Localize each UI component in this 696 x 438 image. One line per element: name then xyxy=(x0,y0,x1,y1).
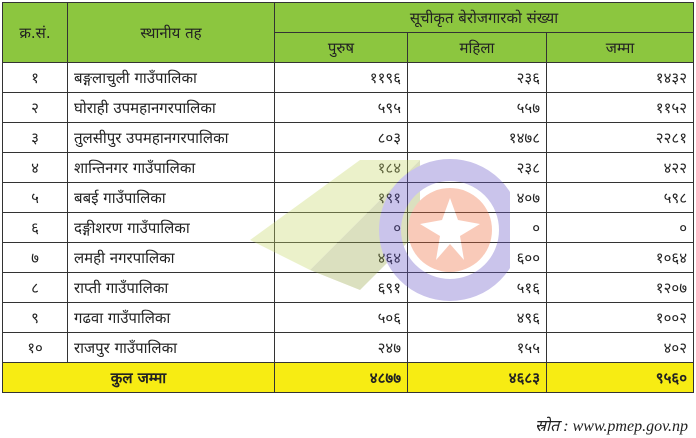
table-row: २ घोराही उपमहानगरपालिका ५९५ ५५७ ११५२ xyxy=(2,92,694,123)
grand-total-female: ४६८३ xyxy=(407,362,547,393)
row-total: ४०२ xyxy=(546,332,694,363)
row-sn: ७ xyxy=(2,242,68,273)
row-local-level: राप्ती गाउँपालिका xyxy=(67,272,275,303)
header-local-level: स्थानीय तह xyxy=(67,2,275,63)
row-local-level: गढवा गाउँपालिका xyxy=(67,302,275,333)
row-sn: ३ xyxy=(2,122,68,153)
row-male: २४७ xyxy=(274,332,408,363)
grand-total-male: ४८७७ xyxy=(274,362,408,393)
table-row: ३ तुलसीपुर उपमहानगरपालिका ८०३ १४७८ २२८१ xyxy=(2,122,694,153)
row-male: ११९६ xyxy=(274,62,408,93)
row-total: १४३२ xyxy=(546,62,694,93)
row-total: २२८१ xyxy=(546,122,694,153)
row-male: १९१ xyxy=(274,182,408,213)
row-total: ११५२ xyxy=(546,92,694,123)
grand-total-label: कुल जम्मा xyxy=(2,362,275,393)
row-male: १८४ xyxy=(274,152,408,183)
table-row: ७ लमही नगरपालिका ४६४ ६०० १०६४ xyxy=(2,242,694,273)
header-sn: क्र.सं. xyxy=(2,2,68,63)
row-female: ५१६ xyxy=(407,272,547,303)
row-female: २३८ xyxy=(407,152,547,183)
table-row: ४ शान्तिनगर गाउँपालिका १८४ २३८ ४२२ xyxy=(2,152,694,183)
row-local-level: बबई गाउँपालिका xyxy=(67,182,275,213)
row-local-level: शान्तिनगर गाउँपालिका xyxy=(67,152,275,183)
table-row: ६ दङ्गीशरण गाउँपालिका ० ० ० xyxy=(2,212,694,243)
grand-total-total: ९५६० xyxy=(546,362,694,393)
row-sn: २ xyxy=(2,92,68,123)
row-female: १४७८ xyxy=(407,122,547,153)
unemployment-table: क्र.सं. स्थानीय तह सूचीकृत बेरोजगारको सं… xyxy=(2,2,694,393)
row-female: १५५ xyxy=(407,332,547,363)
grand-total-row: कुल जम्मा ४८७७ ४६८३ ९५६० xyxy=(2,362,694,393)
header-male: पुरुष xyxy=(274,32,408,63)
row-local-level: राजपुर गाउँपालिका xyxy=(67,332,275,363)
row-total: १००२ xyxy=(546,302,694,333)
row-total: ५९८ xyxy=(546,182,694,213)
row-total: १०६४ xyxy=(546,242,694,273)
row-female: ० xyxy=(407,212,547,243)
row-female: २३६ xyxy=(407,62,547,93)
row-male: ५०६ xyxy=(274,302,408,333)
row-local-level: घोराही उपमहानगरपालिका xyxy=(67,92,275,123)
row-male: ५९५ xyxy=(274,92,408,123)
row-sn: ५ xyxy=(2,182,68,213)
source-note: स्रोत : www.pmep.gov.np xyxy=(535,418,688,435)
row-sn: ९ xyxy=(2,302,68,333)
row-sn: ८ xyxy=(2,272,68,303)
row-male: ८०३ xyxy=(274,122,408,153)
table-row: ८ राप्ती गाउँपालिका ६९१ ५१६ १२०७ xyxy=(2,272,694,303)
row-sn: ६ xyxy=(2,212,68,243)
row-male: ४६४ xyxy=(274,242,408,273)
row-local-level: बङ्गलाचुली गाउँपालिका xyxy=(67,62,275,93)
row-sn: १० xyxy=(2,332,68,363)
row-total: ४२२ xyxy=(546,152,694,183)
header-female: महिला xyxy=(407,32,547,63)
row-local-level: दङ्गीशरण गाउँपालिका xyxy=(67,212,275,243)
row-sn: ४ xyxy=(2,152,68,183)
row-female: ४९६ xyxy=(407,302,547,333)
row-sn: १ xyxy=(2,62,68,93)
row-local-level: लमही नगरपालिका xyxy=(67,242,275,273)
row-total: १२०७ xyxy=(546,272,694,303)
row-male: ० xyxy=(274,212,408,243)
table-row: ९ गढवा गाउँपालिका ५०६ ४९६ १००२ xyxy=(2,302,694,333)
row-female: ६०० xyxy=(407,242,547,273)
row-female: ४०७ xyxy=(407,182,547,213)
header-group: सूचीकृत बेरोजगारको संख्या xyxy=(274,2,694,33)
table-row: १ बङ्गलाचुली गाउँपालिका ११९६ २३६ १४३२ xyxy=(2,62,694,93)
row-total: ० xyxy=(546,212,694,243)
row-female: ५५७ xyxy=(407,92,547,123)
row-male: ६९१ xyxy=(274,272,408,303)
table-row: ५ बबई गाउँपालिका १९१ ४०७ ५९८ xyxy=(2,182,694,213)
header-total: जम्मा xyxy=(546,32,694,63)
table-row: १० राजपुर गाउँपालिका २४७ १५५ ४०२ xyxy=(2,332,694,363)
row-local-level: तुलसीपुर उपमहानगरपालिका xyxy=(67,122,275,153)
